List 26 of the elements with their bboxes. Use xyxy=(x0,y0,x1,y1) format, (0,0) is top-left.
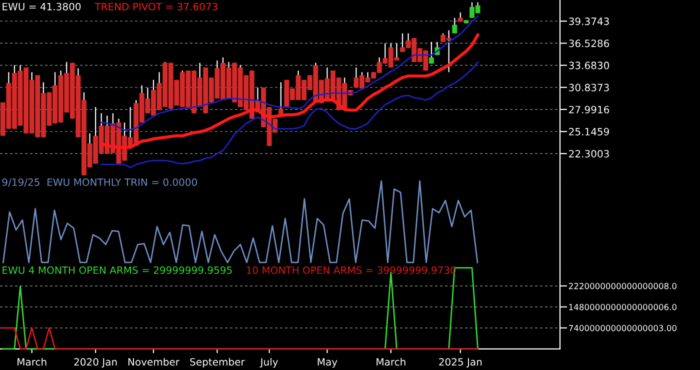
y-tick-label: 2220000000000000008.0 xyxy=(568,282,676,290)
x-tick-label: March xyxy=(18,358,46,366)
y-tick-label: 39.3743 xyxy=(569,18,609,26)
candlestick xyxy=(452,17,458,34)
y-tick-label: 33.6830 xyxy=(569,62,610,70)
y-tick-label: 30.8373 xyxy=(569,84,609,92)
x-tick-label: November xyxy=(128,358,180,366)
x-tick-label: May xyxy=(318,358,338,368)
y-tick-label: 740000000000000003.00 xyxy=(569,324,676,332)
x-tick-label: March xyxy=(376,358,406,366)
y-tick-label: 25.1459 xyxy=(569,128,609,136)
x-tick-label: 2025 Jan xyxy=(439,358,482,368)
candlestick xyxy=(429,41,434,64)
x-tick-label: 2020 Jan xyxy=(74,358,117,368)
text: 9/19/25 EWU MONTHLY TRIN = 0.0000 xyxy=(2,178,197,187)
text: TREND PIVOT = 37.6073 xyxy=(94,2,218,10)
x-tick-label: July xyxy=(260,358,278,368)
y-tick-label: 22.3003 xyxy=(569,150,609,158)
chart-title: EWU = 41.3800 xyxy=(2,2,81,10)
x-tick-label: September xyxy=(190,358,245,368)
y-tick-label: 36.5286 xyxy=(569,40,610,48)
line-series xyxy=(100,16,478,132)
y-tick-label: 27.9916 xyxy=(569,106,610,114)
text: EWU 4 MONTH OPEN ARMS = 29999999.9595 xyxy=(2,266,232,274)
y-tick-label: 1480000000000000006.0 xyxy=(569,304,676,310)
line-series xyxy=(100,61,478,168)
